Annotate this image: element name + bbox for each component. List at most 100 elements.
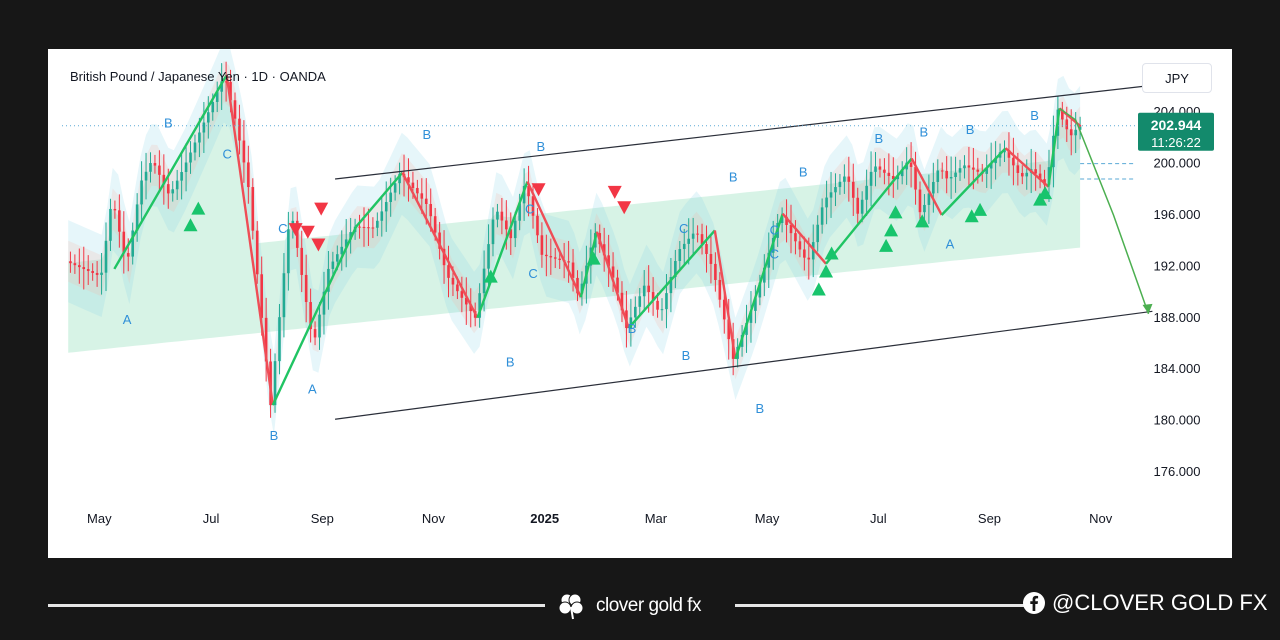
candle-body <box>384 201 388 212</box>
candle-body <box>340 246 344 255</box>
social-handle[interactable]: @CLOVER GOLD FX <box>1022 590 1268 616</box>
candle-body <box>282 273 286 318</box>
y-tick-label: 196.000 <box>1154 207 1201 222</box>
candle-body <box>936 170 940 182</box>
x-tick-label: Sep <box>978 511 1001 526</box>
candle-body <box>509 229 513 239</box>
candle-body <box>887 172 891 176</box>
y-tick-label: 192.000 <box>1154 258 1201 273</box>
candle-body <box>264 317 268 362</box>
candle-body <box>211 101 215 113</box>
candle-body <box>918 189 922 213</box>
candle-body <box>518 203 521 221</box>
candle-body <box>536 215 539 236</box>
candle-body <box>220 81 223 92</box>
candle-body <box>407 177 410 183</box>
candle-body <box>247 162 250 188</box>
candle-body <box>749 310 753 323</box>
facebook-icon <box>1022 591 1046 615</box>
candle-body <box>691 233 695 239</box>
candle-body <box>482 268 486 294</box>
buy-signal-triangle <box>888 205 903 219</box>
candle-body <box>198 132 201 143</box>
candle-body <box>549 256 553 258</box>
y-tick-label: 188.000 <box>1154 310 1201 325</box>
candle-body <box>1069 129 1073 136</box>
price-chart[interactable]: 204.000200.000196.000192.000188.000184.0… <box>48 49 1232 558</box>
buy-signal-triangle <box>879 238 894 252</box>
candle-body <box>674 260 677 278</box>
buy-signal-triangle <box>183 218 198 232</box>
wave-label-a: A <box>308 382 317 397</box>
wave-label-c: C <box>528 266 537 281</box>
zigzag-segment <box>1047 108 1061 187</box>
envelope-band-inner <box>68 60 1081 415</box>
candle-body <box>838 181 842 188</box>
wave-label-b: B <box>1030 108 1039 123</box>
projection-arrowhead <box>1142 303 1153 314</box>
countdown-label: 11:26:22 <box>1151 135 1201 150</box>
candle-body <box>126 253 130 257</box>
candle-body <box>189 152 192 163</box>
wave-label-b: B <box>422 127 431 142</box>
symbol-title: British Pound / Japanese Yen · 1D · OAND… <box>70 69 326 84</box>
candle-body <box>469 304 473 312</box>
wave-label-c: C <box>770 247 779 262</box>
currency-button[interactable]: JPY <box>1142 63 1212 93</box>
candle-body <box>1078 126 1082 130</box>
candle-body <box>678 249 682 261</box>
zigzag-segment <box>355 171 404 228</box>
candle-body <box>367 227 370 229</box>
zigzag-segment <box>225 74 274 406</box>
channel-line-lower <box>335 310 1153 420</box>
candle-body <box>620 292 624 311</box>
wave-label-c: C <box>770 222 779 237</box>
wave-label-b: B <box>875 131 884 146</box>
candle-body <box>82 267 86 270</box>
candle-body <box>162 174 166 185</box>
zigzag-segment <box>595 231 630 329</box>
candle-body <box>883 169 886 173</box>
candle-body <box>318 314 321 338</box>
candle-body <box>491 219 495 245</box>
candle-body <box>207 112 210 123</box>
buy-signal-triangle <box>884 223 899 237</box>
candle-body <box>255 230 259 275</box>
candle-body <box>967 165 971 168</box>
wave-label-c: C <box>679 221 688 236</box>
zigzag-segment <box>781 212 827 265</box>
wave-label-c: C <box>278 221 287 236</box>
candle-body <box>487 244 490 269</box>
buy-signal-triangle <box>586 251 601 265</box>
y-tick-label: 176.000 <box>1154 464 1201 479</box>
zigzag-segment <box>734 213 784 360</box>
wave-label-c: C <box>223 146 232 161</box>
candle-body <box>73 263 77 266</box>
candle-body <box>313 329 317 338</box>
candle-body <box>545 254 548 257</box>
zigzag-segment <box>1004 147 1050 188</box>
zigzag-segment <box>113 74 228 270</box>
zigzag-segment <box>825 157 913 265</box>
candle-body <box>158 165 161 175</box>
wave-label-b: B <box>966 122 975 137</box>
candle-body <box>424 198 428 204</box>
candle-body <box>843 176 846 182</box>
candle-body <box>331 261 335 269</box>
candle-body <box>687 238 690 244</box>
x-tick-label: Mar <box>645 511 668 526</box>
buy-signal-triangle <box>824 246 839 260</box>
wave-label-b: B <box>164 116 173 131</box>
candle-body <box>202 122 206 133</box>
candle-body <box>1020 172 1024 177</box>
candle-body <box>1061 109 1064 120</box>
candle-body <box>718 279 722 300</box>
wave-label-a: A <box>123 312 132 327</box>
wave-label-b: B <box>628 321 637 336</box>
candle-body <box>642 285 646 297</box>
candle-body <box>86 269 90 272</box>
buy-signal-triangle <box>973 202 988 216</box>
candle-body <box>389 192 392 202</box>
wave-label-b: B <box>799 164 808 179</box>
trend-cloud <box>68 81 1081 353</box>
